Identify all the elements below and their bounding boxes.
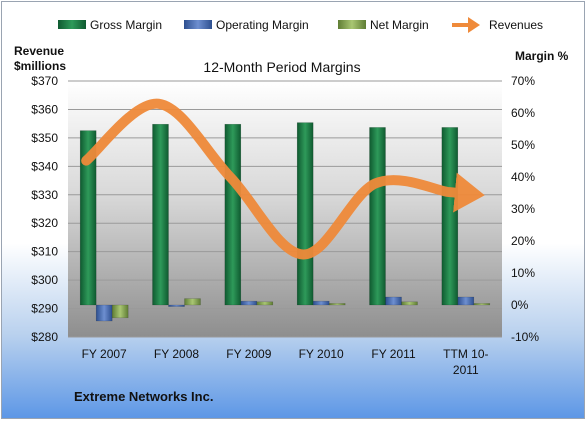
company-name: Extreme Networks Inc.: [74, 389, 213, 404]
left-tick-label: $370: [31, 74, 58, 88]
right-axis-ticks: -10% 0% 10% 20% 30% 40% 50% 60% 70%: [511, 74, 539, 344]
left-tick-label: $290: [31, 302, 58, 316]
gross-margin-bar: [152, 123, 169, 306]
plot-area: [68, 81, 502, 337]
gross-margin-bar: [224, 123, 242, 306]
operating-margin-bar: [95, 304, 113, 322]
right-tick-label: 50%: [511, 138, 535, 152]
left-tick-label: $280: [31, 330, 58, 344]
legend-label-operating-margin: Operating Margin: [216, 18, 309, 32]
category-label: FY 2007: [82, 347, 127, 361]
gross-margin-bar: [441, 127, 459, 306]
right-tick-label: 40%: [511, 170, 535, 184]
net-margin-bar: [256, 301, 274, 306]
category-labels: FY 2007 FY 2008 FY 2009 FY 2010 FY 2011 TTM 1…: [82, 347, 489, 377]
right-tick-label: 10%: [511, 266, 535, 280]
left-tick-label: $330: [31, 188, 58, 202]
right-tick-label: 30%: [511, 202, 535, 216]
right-tick-label: 20%: [511, 234, 535, 248]
category-label: FY 2009: [226, 347, 271, 361]
legend: Gross Margin Operating Margin Net Margin…: [58, 17, 543, 33]
revenue-line: [81, 98, 485, 260]
left-tick-label: $340: [31, 159, 58, 173]
left-tick-label: $350: [31, 131, 58, 145]
operating-margin-bar: [385, 296, 402, 306]
gross-margin-bar: [369, 127, 386, 306]
net-margin-bar: [328, 303, 346, 306]
right-tick-label: 0%: [511, 298, 529, 312]
right-tick-label: -10%: [511, 330, 539, 344]
legend-label-revenues: Revenues: [489, 18, 543, 32]
net-margin-bar: [184, 298, 201, 306]
category-label: FY 2011: [371, 347, 416, 361]
left-tick-label: $310: [31, 245, 58, 259]
category-label: FY 2010: [299, 347, 344, 361]
left-tick-label: $300: [31, 273, 58, 287]
left-tick-label: $320: [31, 216, 58, 230]
legend-label-gross-margin: Gross Margin: [90, 18, 162, 32]
operating-margin-bar: [240, 300, 258, 306]
net-margin-bar: [473, 303, 491, 306]
category-label: FY 2008: [154, 347, 199, 361]
operating-margin-bar: [312, 300, 330, 306]
legend-swatch-net-margin: [338, 20, 366, 29]
category-label: 2011: [453, 363, 479, 377]
left-axis-ticks: $280 $290 $300 $310 $320 $330 $340 $350 $360 $370: [31, 74, 58, 344]
right-tick-label: 60%: [511, 106, 535, 120]
left-axis-title-line2: $millions: [14, 59, 66, 73]
revenue-line-path: [81, 98, 485, 260]
gross-margin-bar: [296, 122, 314, 306]
operating-margin-bar: [457, 296, 475, 306]
bars: [79, 122, 491, 322]
gross-margin-bar: [79, 130, 97, 306]
operating-margin-bar: [168, 304, 185, 307]
left-tick-label: $360: [31, 102, 58, 116]
right-axis-title: Margin %: [515, 49, 569, 63]
legend-swatch-gross-margin: [58, 20, 86, 29]
left-axis-title-line1: Revenue: [14, 44, 64, 58]
chart-title: 12-Month Period Margins: [203, 59, 360, 75]
legend-label-net-margin: Net Margin: [370, 18, 429, 32]
net-margin-bar: [111, 304, 129, 319]
net-margin-bar: [401, 301, 418, 306]
right-tick-label: 70%: [511, 74, 535, 88]
category-label: TTM 10-: [443, 347, 488, 361]
legend-swatch-operating-margin: [184, 20, 212, 29]
